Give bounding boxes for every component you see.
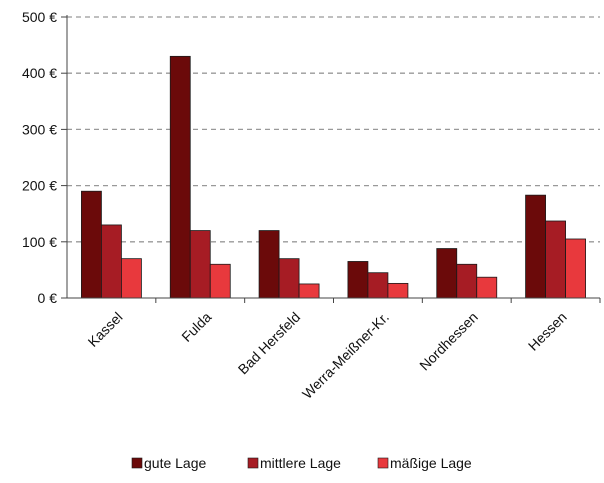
bar-mäßige-lage-kassel — [121, 258, 142, 299]
bar-mäßige-lage-fulda — [209, 263, 231, 299]
x-tick-label: Hessen — [525, 309, 570, 354]
bar-gute-lage-kassel — [81, 190, 102, 299]
x-tick-label: Werra-Meißner-Kr. — [299, 309, 392, 402]
bar-gute-lage-fulda — [169, 55, 191, 299]
x-tick-label: Bad Hersfeld — [235, 309, 304, 378]
y-tick-label: 0 € — [38, 290, 58, 306]
bar-mittlere-lage-werra-meißner-kr. — [367, 272, 389, 299]
gridlines — [67, 16, 600, 243]
bar-gute-lage-hessen — [525, 194, 546, 299]
bars — [81, 55, 586, 299]
legend: gute Lage mittlere Lage mäßige Lage — [131, 455, 472, 471]
legend-label: mittlere Lage — [260, 455, 341, 471]
y-axis-tick-labels: 0 € 100 € 200 € 300 € 400 € 500 € — [22, 9, 57, 306]
legend-swatch — [131, 457, 143, 469]
bar-mittlere-lage-nordhessen — [456, 263, 478, 299]
legend-swatch — [247, 457, 259, 469]
x-tick-label: Kassel — [85, 309, 126, 350]
bar-mittlere-lage-bad-hersfeld — [278, 258, 300, 299]
y-tick-label: 300 € — [22, 121, 57, 137]
x-axis-tick-labels: Kassel Fulda Bad HersfeldWerra-Meißner-Kr.… — [85, 309, 570, 402]
y-tick-label: 200 € — [22, 178, 57, 194]
y-tick-label: 500 € — [22, 9, 57, 25]
bar-mäßige-lage-bad-hersfeld — [298, 283, 320, 299]
axes — [61, 15, 601, 303]
bar-mäßige-lage-hessen — [565, 238, 586, 299]
x-tick-label: Nordhessen — [416, 309, 481, 374]
y-tick-label: 400 € — [22, 65, 57, 81]
bar-gute-lage-werra-meißner-kr. — [347, 261, 369, 299]
legend-swatch — [377, 457, 389, 469]
bar-mittlere-lage-fulda — [189, 230, 211, 299]
bar-mäßige-lage-nordhessen — [476, 276, 498, 299]
bar-gute-lage-nordhessen — [436, 248, 458, 299]
bar-mäßige-lage-werra-meißner-kr. — [387, 282, 409, 299]
bar-gute-lage-bad-hersfeld — [258, 230, 280, 299]
x-tick-label: Fulda — [178, 309, 214, 345]
bar-mittlere-lage-kassel — [101, 224, 122, 299]
y-tick-label: 100 € — [22, 234, 57, 250]
legend-label: mäßige Lage — [390, 455, 472, 471]
bar-mittlere-lage-hessen — [545, 220, 566, 299]
legend-label: gute Lage — [144, 455, 206, 471]
